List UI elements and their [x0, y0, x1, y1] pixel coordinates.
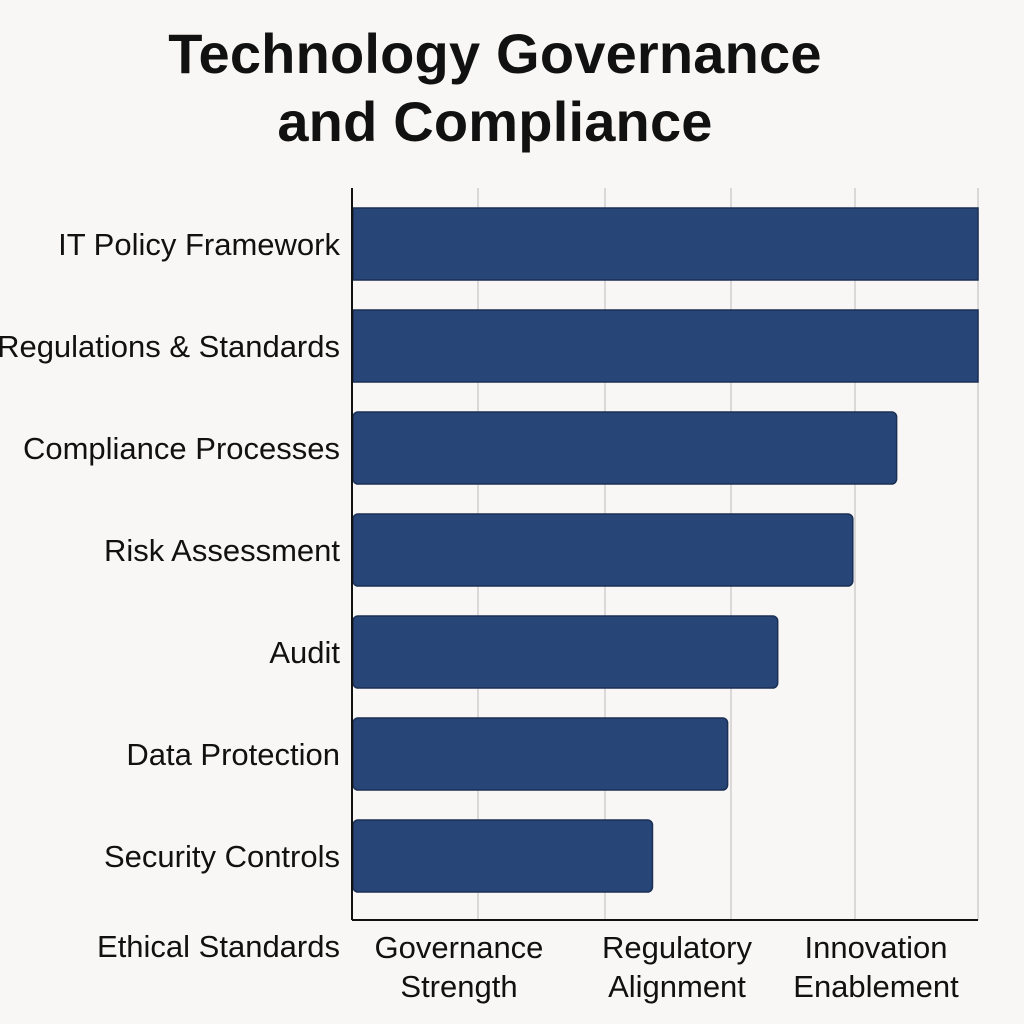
- x-tick-label: Regulatory Alignment: [602, 930, 752, 1004]
- category-label: Data Protection: [126, 737, 340, 772]
- category-label: Regulations & Standards: [0, 329, 340, 364]
- bar: [352, 411, 898, 485]
- chart-title: Technology Governance and Compliance: [0, 20, 990, 156]
- bar: [352, 207, 979, 281]
- x-tick-label: Governance Strength: [375, 930, 544, 1004]
- bar: [352, 615, 779, 689]
- category-label: Ethical Standards: [97, 929, 340, 964]
- bars: [352, 207, 979, 893]
- category-label: IT Policy Framework: [58, 227, 340, 262]
- x-tick-label: Innovation Enablement: [793, 930, 959, 1004]
- bar: [352, 717, 729, 791]
- x-axis-labels: Governance Strength Regulatory Alignment Inn…: [375, 930, 960, 1004]
- category-label: Audit: [269, 635, 340, 670]
- category-label: Security Controls: [104, 839, 340, 874]
- chart-title-line-1: Technology Governance: [168, 22, 822, 85]
- chart-title-line-2: and Compliance: [277, 90, 713, 153]
- bar: [352, 819, 654, 893]
- bar: [352, 309, 979, 383]
- category-label: Risk Assessment: [104, 533, 340, 568]
- category-label: Compliance Processes: [23, 431, 340, 466]
- category-labels: IT Policy Framework Regulations & Standar…: [0, 227, 340, 964]
- bar: [352, 513, 854, 587]
